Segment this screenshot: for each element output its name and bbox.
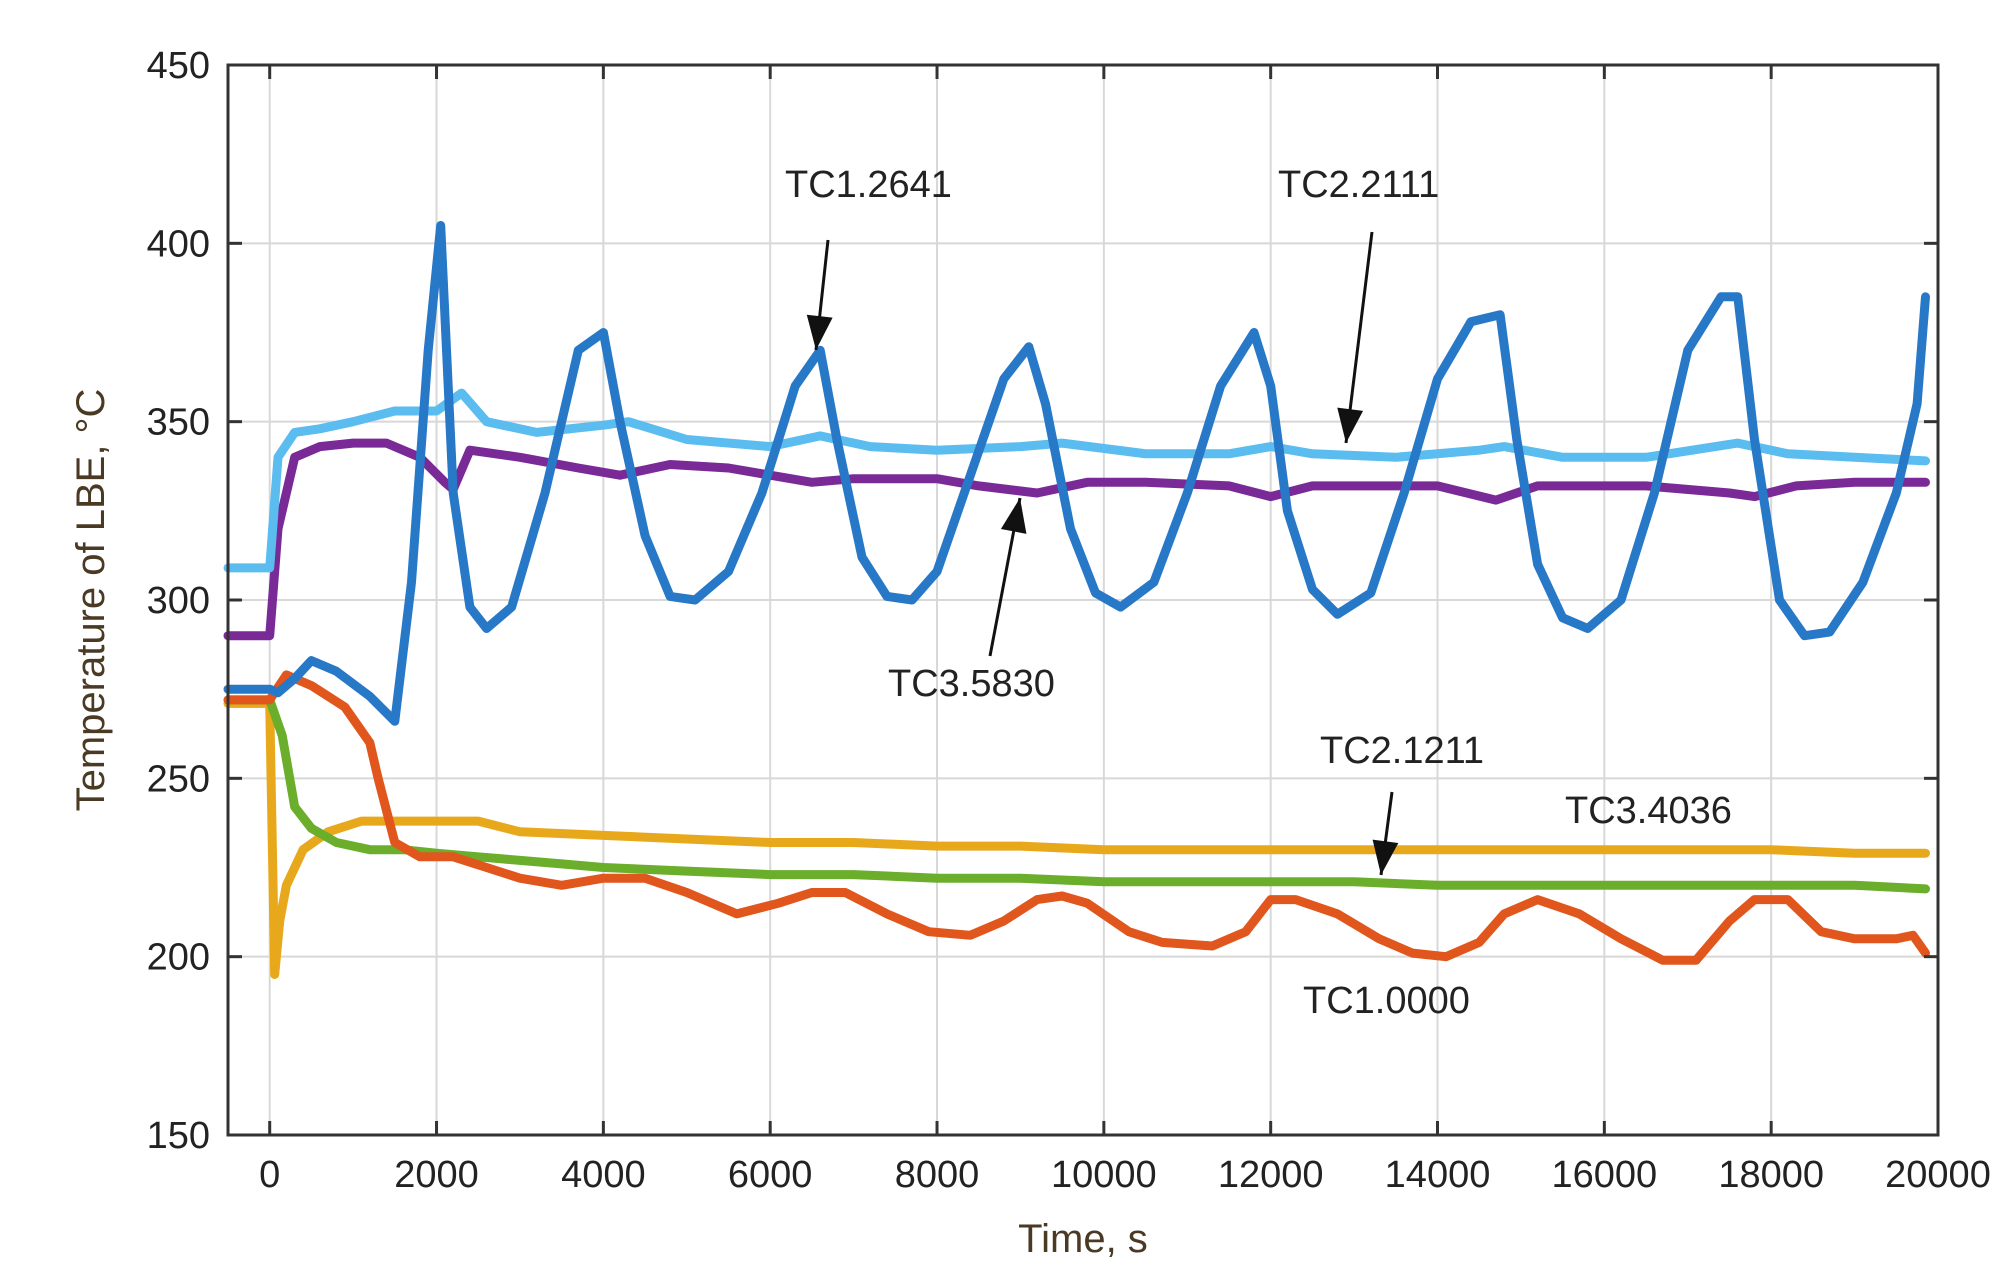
annotations: TC1.2641 TC2.2111 TC3.5830 TC2.1211 TC3.… — [785, 164, 1732, 1022]
grid — [228, 64, 1939, 1136]
arrow-tc2-2111-shaft — [1344, 231, 1374, 444]
series-line-tc3-5830 — [223, 438, 1930, 641]
y-axis-title: Temperature of LBE, °C — [69, 389, 113, 812]
x-axis-title: Time, s — [1018, 1217, 1148, 1261]
series-layer — [223, 221, 1930, 979]
arrow-tc2-1211-head — [1372, 839, 1399, 875]
x-tick-label: 14000 — [1385, 1154, 1491, 1196]
annotation-label-tc1-0000: TC1.0000 — [1303, 980, 1470, 1022]
x-tick-label: 4000 — [561, 1154, 646, 1196]
x-tick-label: 8000 — [895, 1154, 980, 1196]
y-tick-label: 400 — [147, 223, 210, 265]
arrow-tc1-2641-head — [806, 314, 833, 350]
annotation-label-tc3-4036: TC3.4036 — [1565, 790, 1732, 832]
annotation-label-tc2-1211: TC2.1211 — [1320, 730, 1484, 772]
arrow-tc2-2111-head — [1337, 407, 1364, 443]
annotation-label-tc3-5830: TC3.5830 — [888, 663, 1055, 705]
annotation-arrows — [806, 231, 1399, 876]
x-tick-label: 20000 — [1885, 1154, 1991, 1196]
x-tick-label: 18000 — [1718, 1154, 1824, 1196]
series-line-tc2-1211 — [223, 695, 1930, 894]
x-tick-label: 16000 — [1552, 1154, 1658, 1196]
x-tick-label: 0 — [259, 1154, 280, 1196]
annotation-label-tc1-2641: TC1.2641 — [785, 164, 952, 206]
x-tick-label: 10000 — [1051, 1154, 1157, 1196]
y-tick-label: 350 — [147, 402, 210, 444]
series-line-tc3-4036 — [223, 698, 1930, 979]
series-line-tc2-2111 — [223, 388, 1930, 573]
x-tick-label: 6000 — [728, 1154, 813, 1196]
x-tick-label: 2000 — [394, 1154, 479, 1196]
tick-labels: 0 2000 4000 6000 8000 10000 12000 14000 16000 180… — [147, 45, 1991, 1196]
axis-ticks — [228, 63, 1940, 1137]
x-tick-label: 12000 — [1218, 1154, 1324, 1196]
y-tick-label: 300 — [147, 580, 210, 622]
y-tick-label: 450 — [147, 45, 210, 87]
arrow-tc3-5830-head — [1000, 498, 1027, 534]
y-tick-label: 250 — [147, 758, 210, 800]
y-tick-label: 150 — [147, 1115, 210, 1157]
series-line-tc1-0000 — [223, 670, 1930, 965]
annotation-label-tc2-2111: TC2.2111 — [1278, 164, 1439, 206]
series-line-tc1-2641 — [223, 221, 1930, 726]
y-tick-label: 200 — [147, 937, 210, 979]
